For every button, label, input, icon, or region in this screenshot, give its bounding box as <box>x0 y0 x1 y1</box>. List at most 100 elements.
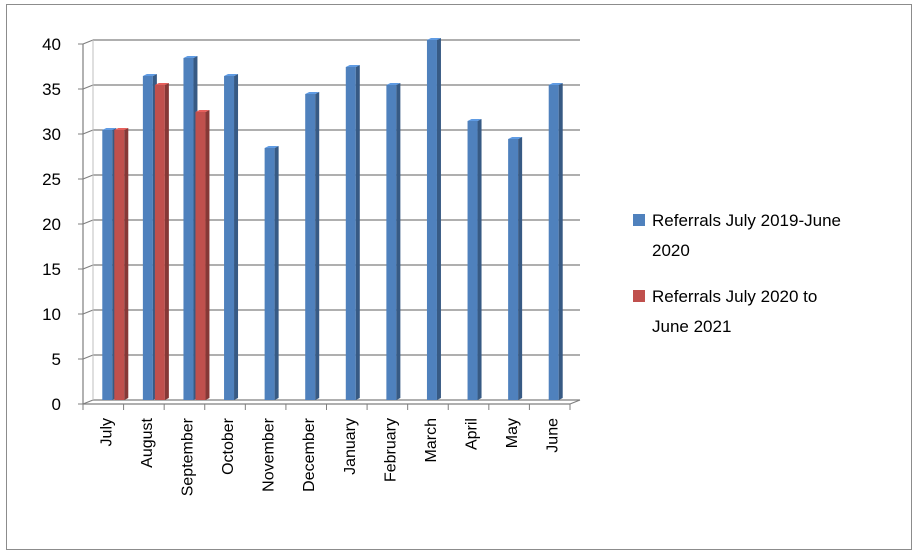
y-tick-label: 10 <box>42 305 61 324</box>
legend-label: 2020 <box>652 241 690 260</box>
bar <box>386 83 401 400</box>
bar-front <box>345 67 356 400</box>
bar <box>264 146 279 400</box>
bar-front <box>183 58 194 400</box>
bar-top <box>142 74 157 76</box>
floor-edge <box>569 399 581 405</box>
bar-side <box>355 65 360 400</box>
bar-top <box>305 92 320 94</box>
y-axis-ticks: 0 5 10 15 20 25 30 35 40 <box>42 35 83 414</box>
bar-side <box>124 128 129 400</box>
x-tick-label: April <box>464 418 481 450</box>
y-tick-label: 40 <box>42 35 61 54</box>
x-tick-label: November <box>261 417 278 491</box>
bar <box>467 119 482 400</box>
bar-side <box>436 38 441 400</box>
bar-side <box>396 83 401 400</box>
bar <box>548 83 563 400</box>
x-tick-label: August <box>139 417 156 467</box>
bar-top <box>183 56 198 58</box>
x-tick-label: July <box>98 418 115 446</box>
x-tick-label: January <box>342 418 359 475</box>
bar-top <box>548 83 563 85</box>
bar-top <box>508 137 523 139</box>
bar-front <box>154 85 165 400</box>
bar <box>224 74 239 400</box>
bar-front <box>195 112 206 400</box>
bar-front <box>467 121 478 400</box>
x-tick-label: February <box>382 418 399 482</box>
bar-side <box>205 110 210 400</box>
bar-front <box>426 40 437 400</box>
bar-side <box>558 83 563 400</box>
y-tick-label: 35 <box>42 80 61 99</box>
y-tick-label: 5 <box>52 350 61 369</box>
bar-top <box>114 128 129 130</box>
y-tick-label: 0 <box>52 395 61 414</box>
bar-side <box>477 119 482 400</box>
bar-side <box>164 83 169 400</box>
gridline-diagonal <box>82 219 94 225</box>
bar <box>195 110 210 400</box>
bar-side <box>234 74 239 400</box>
legend-swatch <box>633 214 645 226</box>
y-tick-label: 20 <box>42 215 61 234</box>
gridlines <box>82 39 580 405</box>
x-tick-label: December <box>301 417 318 491</box>
bar <box>142 74 157 400</box>
bar-top <box>102 128 117 130</box>
legend-label: Referrals July 2020 to <box>652 287 817 306</box>
bars <box>102 38 563 400</box>
bar <box>426 38 441 400</box>
bar <box>102 128 117 400</box>
bar <box>508 137 523 400</box>
x-axis-ticks: July August September October November Decemb… <box>82 404 571 496</box>
gridline-diagonal <box>82 174 94 180</box>
bar <box>305 92 320 400</box>
bar-top <box>426 38 441 40</box>
bar-top <box>345 65 360 67</box>
bar <box>345 65 360 400</box>
bar-front <box>305 94 316 400</box>
bar-top <box>264 146 279 148</box>
bar-top <box>467 119 482 121</box>
y-tick-label: 25 <box>42 170 61 189</box>
gridline-diagonal <box>82 129 94 135</box>
gridline-diagonal <box>82 354 94 360</box>
x-tick-label: October <box>220 417 237 475</box>
bar-top <box>154 83 169 85</box>
bar-front <box>508 139 519 400</box>
legend: Referrals July 2019-June 2020 Referrals Ju… <box>633 211 841 336</box>
bar-front <box>142 76 153 400</box>
legend-swatch <box>633 290 645 302</box>
bar <box>114 128 129 400</box>
bar-side <box>274 146 279 400</box>
bar-side <box>315 92 320 400</box>
gridline-diagonal <box>82 84 94 90</box>
x-tick-label: June <box>545 418 562 453</box>
x-tick-label: March <box>423 418 440 462</box>
y-tick-label: 15 <box>42 260 61 279</box>
x-tick-label: May <box>504 418 521 448</box>
bar-front <box>264 148 275 400</box>
bar <box>154 83 169 400</box>
y-tick-label: 30 <box>42 125 61 144</box>
gridline-diagonal <box>82 39 94 45</box>
legend-label: June 2021 <box>652 317 731 336</box>
bar-front <box>548 85 559 400</box>
gridline-diagonal <box>82 264 94 270</box>
gridline-diagonal <box>82 399 94 405</box>
legend-label: Referrals July 2019-June <box>652 211 841 230</box>
bar-front <box>224 76 235 400</box>
bar-top <box>195 110 210 112</box>
x-tick-label: September <box>179 417 196 496</box>
bar-front <box>102 130 113 400</box>
bar-side <box>518 137 523 400</box>
bar <box>183 56 198 400</box>
bar-front <box>386 85 397 400</box>
gridline-diagonal <box>82 309 94 315</box>
bar-front <box>114 130 125 400</box>
bar-top <box>224 74 239 76</box>
bar-top <box>386 83 401 85</box>
